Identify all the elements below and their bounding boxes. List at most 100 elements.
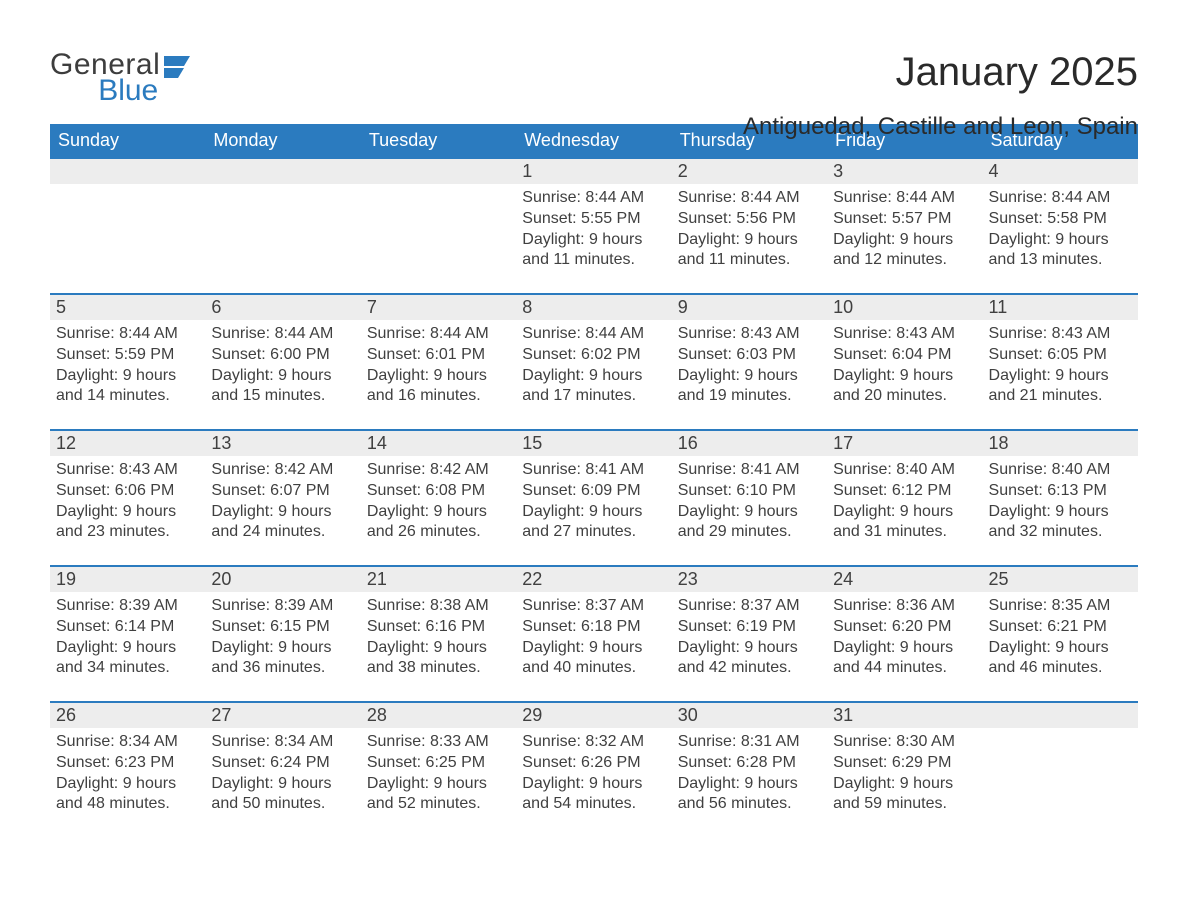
sunrise-text: Sunrise: 8:44 AM [989,188,1132,209]
sunset-text: Sunset: 5:59 PM [56,345,199,366]
daylight-text-1: Daylight: 9 hours [367,366,510,387]
day-number-cell: 11 [983,294,1138,320]
sunrise-text: Sunrise: 8:38 AM [367,596,510,617]
day-number-cell: 7 [361,294,516,320]
day-body-cell: Sunrise: 8:39 AMSunset: 6:15 PMDaylight:… [205,592,360,702]
daylight-text-2: and 23 minutes. [56,522,199,543]
day-number-cell: 16 [672,430,827,456]
sunrise-text: Sunrise: 8:30 AM [833,732,976,753]
sunrise-text: Sunrise: 8:44 AM [211,324,354,345]
day-number-cell: 1 [516,158,671,184]
day-number-cell: 6 [205,294,360,320]
day-number-cell: 5 [50,294,205,320]
daylight-text-1: Daylight: 9 hours [211,502,354,523]
day-body-cell: Sunrise: 8:37 AMSunset: 6:18 PMDaylight:… [516,592,671,702]
logo-line2: Blue [98,76,160,106]
logo-text: General Blue [50,50,160,106]
sunset-text: Sunset: 6:23 PM [56,753,199,774]
day-body-row: Sunrise: 8:43 AMSunset: 6:06 PMDaylight:… [50,456,1138,566]
daylight-text-2: and 31 minutes. [833,522,976,543]
daylight-text-2: and 32 minutes. [989,522,1132,543]
sunrise-text: Sunrise: 8:43 AM [989,324,1132,345]
day-number-row: 262728293031 [50,702,1138,728]
day-number-cell: 9 [672,294,827,320]
sunrise-text: Sunrise: 8:33 AM [367,732,510,753]
day-body-row: Sunrise: 8:34 AMSunset: 6:23 PMDaylight:… [50,728,1138,838]
day-number-row: 12131415161718 [50,430,1138,456]
day-body-cell: Sunrise: 8:32 AMSunset: 6:26 PMDaylight:… [516,728,671,838]
daylight-text-2: and 17 minutes. [522,386,665,407]
day-number-cell: 31 [827,702,982,728]
day-number-cell: 29 [516,702,671,728]
sunset-text: Sunset: 6:02 PM [522,345,665,366]
day-body-cell: Sunrise: 8:34 AMSunset: 6:24 PMDaylight:… [205,728,360,838]
sunset-text: Sunset: 6:04 PM [833,345,976,366]
sunset-text: Sunset: 6:28 PM [678,753,821,774]
daylight-text-2: and 24 minutes. [211,522,354,543]
day-body-cell [361,184,516,294]
daylight-text-1: Daylight: 9 hours [56,774,199,795]
calendar-body: 1234Sunrise: 8:44 AMSunset: 5:55 PMDayli… [50,158,1138,838]
daylight-text-1: Daylight: 9 hours [522,502,665,523]
day-number-cell: 13 [205,430,360,456]
daylight-text-1: Daylight: 9 hours [211,366,354,387]
sunset-text: Sunset: 6:26 PM [522,753,665,774]
day-number-cell: 30 [672,702,827,728]
daylight-text-2: and 26 minutes. [367,522,510,543]
sunset-text: Sunset: 6:14 PM [56,617,199,638]
daylight-text-2: and 56 minutes. [678,794,821,815]
day-body-cell: Sunrise: 8:44 AMSunset: 5:59 PMDaylight:… [50,320,205,430]
day-body-cell [50,184,205,294]
daylight-text-2: and 21 minutes. [989,386,1132,407]
day-body-cell: Sunrise: 8:44 AMSunset: 6:02 PMDaylight:… [516,320,671,430]
daylight-text-1: Daylight: 9 hours [56,502,199,523]
daylight-text-1: Daylight: 9 hours [522,230,665,251]
day-body-cell: Sunrise: 8:41 AMSunset: 6:10 PMDaylight:… [672,456,827,566]
day-body-cell: Sunrise: 8:40 AMSunset: 6:13 PMDaylight:… [983,456,1138,566]
daylight-text-1: Daylight: 9 hours [211,774,354,795]
day-number-cell: 14 [361,430,516,456]
daylight-text-1: Daylight: 9 hours [678,230,821,251]
sunset-text: Sunset: 6:03 PM [678,345,821,366]
day-body-cell: Sunrise: 8:34 AMSunset: 6:23 PMDaylight:… [50,728,205,838]
sunset-text: Sunset: 6:01 PM [367,345,510,366]
sunrise-text: Sunrise: 8:40 AM [833,460,976,481]
sunrise-text: Sunrise: 8:39 AM [211,596,354,617]
day-number-cell: 17 [827,430,982,456]
daylight-text-1: Daylight: 9 hours [367,502,510,523]
daylight-text-2: and 15 minutes. [211,386,354,407]
day-body-cell: Sunrise: 8:44 AMSunset: 6:00 PMDaylight:… [205,320,360,430]
sunset-text: Sunset: 5:57 PM [833,209,976,230]
daylight-text-1: Daylight: 9 hours [989,502,1132,523]
day-number-cell: 23 [672,566,827,592]
daylight-text-1: Daylight: 9 hours [522,774,665,795]
day-body-cell: Sunrise: 8:31 AMSunset: 6:28 PMDaylight:… [672,728,827,838]
daylight-text-1: Daylight: 9 hours [522,366,665,387]
daylight-text-1: Daylight: 9 hours [367,774,510,795]
daylight-text-1: Daylight: 9 hours [522,638,665,659]
sunrise-text: Sunrise: 8:39 AM [56,596,199,617]
day-body-cell: Sunrise: 8:43 AMSunset: 6:05 PMDaylight:… [983,320,1138,430]
day-number-cell: 19 [50,566,205,592]
sunrise-text: Sunrise: 8:36 AM [833,596,976,617]
sunset-text: Sunset: 6:25 PM [367,753,510,774]
day-number-cell: 27 [205,702,360,728]
sunset-text: Sunset: 6:00 PM [211,345,354,366]
daylight-text-2: and 46 minutes. [989,658,1132,679]
day-number-cell [983,702,1138,728]
daylight-text-2: and 52 minutes. [367,794,510,815]
sunset-text: Sunset: 6:07 PM [211,481,354,502]
sunrise-text: Sunrise: 8:44 AM [56,324,199,345]
daylight-text-1: Daylight: 9 hours [211,638,354,659]
sunrise-text: Sunrise: 8:41 AM [522,460,665,481]
day-body-cell [983,728,1138,838]
daylight-text-1: Daylight: 9 hours [989,366,1132,387]
day-body-cell: Sunrise: 8:42 AMSunset: 6:08 PMDaylight:… [361,456,516,566]
sunset-text: Sunset: 6:12 PM [833,481,976,502]
sunset-text: Sunset: 6:05 PM [989,345,1132,366]
daylight-text-2: and 13 minutes. [989,250,1132,271]
daylight-text-1: Daylight: 9 hours [833,774,976,795]
day-number-cell [205,158,360,184]
day-body-cell: Sunrise: 8:44 AMSunset: 5:55 PMDaylight:… [516,184,671,294]
weekday-header: Tuesday [361,124,516,158]
